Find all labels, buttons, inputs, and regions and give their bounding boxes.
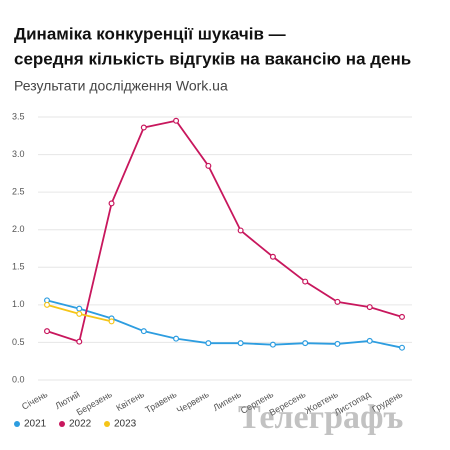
x-tick-label: Травень: [144, 389, 179, 415]
point: [302, 340, 309, 347]
point: [140, 328, 147, 335]
series-line: [46, 299, 403, 349]
y-tick-label: 3.0: [12, 149, 25, 159]
x-tick-label: Січень: [20, 389, 49, 412]
point: [366, 337, 373, 344]
chart-subtitle: Результати дослідження Work.ua: [14, 78, 228, 94]
y-tick-label: 3.5: [12, 111, 25, 121]
point: [173, 117, 180, 124]
point: [76, 338, 83, 345]
point: [76, 310, 83, 317]
legend-label: 2023: [114, 419, 137, 430]
y-tick-label: 0.5: [12, 337, 25, 347]
point: [334, 298, 341, 305]
point: [237, 227, 244, 234]
x-tick-label: Квітень: [114, 389, 146, 413]
point: [43, 328, 50, 335]
legend-swatch: [59, 421, 65, 427]
point: [43, 301, 50, 308]
series-line: [46, 119, 403, 343]
x-tick-label: Червень: [175, 389, 211, 415]
chart-title: Динаміка конкуренції шукачів —: [14, 24, 286, 43]
point: [140, 124, 147, 131]
chart-title: середня кількість відгуків на вакансію н…: [14, 49, 411, 68]
point: [366, 304, 373, 311]
legend-swatch: [104, 421, 110, 427]
point: [399, 344, 406, 351]
point: [76, 305, 83, 312]
point: [269, 341, 276, 348]
point: [237, 340, 244, 347]
y-tick-label: 1.5: [12, 262, 25, 272]
x-tick-label: Березень: [75, 389, 114, 418]
watermark: Телеграфъ: [238, 399, 403, 436]
point: [205, 340, 212, 347]
point: [108, 318, 115, 325]
point: [399, 313, 406, 320]
point: [173, 335, 180, 342]
legend-swatch: [14, 421, 20, 427]
point: [334, 340, 341, 347]
point: [269, 253, 276, 260]
y-tick-label: 1.0: [12, 299, 25, 309]
point: [205, 162, 212, 169]
legend-label: 2022: [69, 419, 92, 430]
point: [302, 278, 309, 285]
y-tick-label: 2.5: [12, 187, 25, 197]
y-tick-label: 0.0: [12, 374, 25, 384]
legend-label: 2021: [24, 419, 47, 430]
y-tick-label: 2.0: [12, 224, 25, 234]
point: [108, 200, 115, 207]
